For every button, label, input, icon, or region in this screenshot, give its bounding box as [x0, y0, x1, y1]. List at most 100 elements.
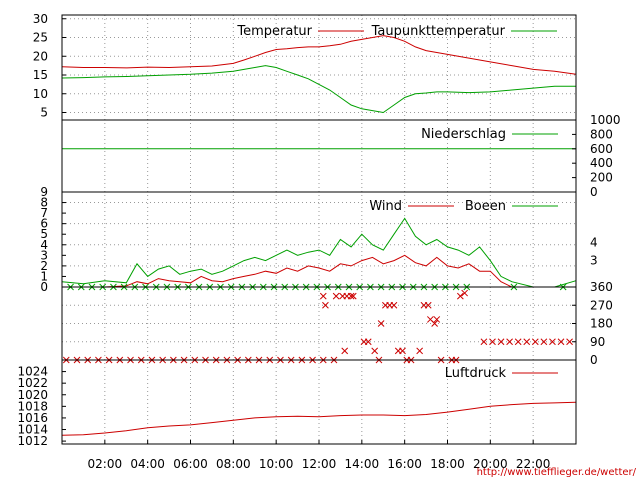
wind_direction-point — [364, 338, 372, 346]
wind_direction-point-stroke — [341, 347, 349, 355]
wind-y-tick-label: 2 — [40, 259, 48, 273]
wind_direction-point-stroke — [506, 338, 513, 346]
wind-y-tick-label: 8 — [40, 196, 48, 210]
wind_direction-point — [349, 292, 357, 300]
wind_direction-point-stroke — [523, 338, 531, 346]
wind-legend-label: Boeen — [465, 199, 506, 214]
wind_direction-point-stroke — [549, 338, 556, 346]
wind-y-tick-label: 3 — [40, 248, 48, 262]
wind_direction-point-stroke — [319, 292, 327, 300]
temperature-y-tick-label: 30 — [33, 12, 48, 26]
wind_direction-point — [461, 289, 468, 297]
wind_direction-point — [431, 320, 439, 327]
wind_direction-point-stroke — [531, 338, 539, 346]
wind_direction-point — [390, 301, 398, 309]
wind_direction-point — [371, 347, 379, 355]
pressure-y-tick-label: 1016 — [17, 411, 48, 425]
wind_direction-point — [566, 338, 573, 346]
temperature-legend-label: Taupunkttemperatur — [371, 24, 506, 39]
wind_direction-point-stroke — [347, 292, 355, 300]
precipitation-y2-tick-label: 400 — [590, 156, 613, 170]
x-tick-label: 04:00 — [130, 457, 165, 471]
temperature-series-taupunkttemperatur — [61, 65, 576, 114]
wind_direction-point — [506, 338, 513, 346]
wind_direction-point — [424, 301, 432, 309]
wind_direction-y2-tick-label: 180 — [590, 317, 613, 331]
x-tick-label: 18:00 — [430, 457, 465, 471]
precipitation-y2-tick-label: 1000 — [590, 113, 621, 127]
wind-y-tick-label: 9 — [40, 185, 48, 199]
wind_direction-point-stroke — [349, 292, 357, 300]
wind_direction-point — [549, 338, 556, 346]
wind_direction-point — [322, 301, 329, 309]
x-tick-label: 10:00 — [259, 457, 294, 471]
pressure-y-tick-label: 1014 — [17, 423, 48, 437]
temperature-series-temperatur — [61, 35, 577, 75]
temperature-y-tick-label: 5 — [40, 106, 48, 120]
wind_direction-point — [377, 320, 385, 327]
x-tick-label: 02:00 — [88, 457, 123, 471]
wind-legend-label: Wind — [369, 199, 402, 214]
x-tick-label: 08:00 — [216, 457, 251, 471]
precipitation-y2-tick-label: 600 — [590, 142, 613, 156]
wind_direction-point — [341, 347, 349, 355]
wind_direction-point-stroke — [514, 338, 522, 346]
grid-layer — [62, 15, 576, 444]
wind_direction-point-stroke — [416, 347, 424, 355]
axes-layer — [61, 14, 577, 445]
wind_direction-point-stroke — [461, 289, 468, 297]
wind_direction-y2-tick-label: 270 — [590, 298, 613, 312]
wind_direction-point-stroke — [489, 338, 496, 346]
wind-y-tick-label: 4 — [40, 238, 48, 252]
x-tick-label: 20:00 — [473, 457, 508, 471]
wind_direction-point-stroke — [390, 301, 398, 309]
wind_direction-y2-tick-label: 90 — [590, 335, 605, 349]
wind_direction-y2-tick-label: 0 — [590, 353, 598, 367]
wind_direction-point — [456, 292, 464, 300]
pressure-series-luftdruck — [61, 401, 577, 436]
x-tick-label: 16:00 — [387, 457, 422, 471]
wind_direction-point — [319, 292, 327, 300]
wind_direction-point-stroke — [540, 338, 548, 346]
temperature-y-tick-label: 25 — [33, 31, 48, 45]
wind_direction-point — [433, 316, 441, 323]
wind-y-tick-label: 0 — [40, 280, 48, 294]
temperature-y-tick-label: 10 — [33, 87, 48, 101]
wind-y2-tick-label: 3 — [590, 254, 598, 268]
wind_direction-point — [523, 338, 531, 346]
wind_direction-point — [480, 338, 488, 346]
wind_direction-point-stroke — [433, 316, 441, 323]
pressure-y-tick-label: 1018 — [17, 399, 48, 413]
pressure-y-tick-label: 1020 — [17, 388, 48, 402]
wind_direction-point-stroke — [456, 292, 464, 300]
source-url[interactable]: http://www.tiefflieger.de/wetter/ — [477, 467, 637, 478]
x-tick-label: 14:00 — [345, 457, 380, 471]
wind_direction-point-stroke — [480, 338, 488, 346]
pressure-legend-label: Luftdruck — [445, 366, 507, 381]
wind_direction-point-stroke — [557, 338, 565, 346]
x-tick-label: 12:00 — [302, 457, 337, 471]
x-tick-label: 22:00 — [516, 457, 551, 471]
pressure-y-tick-label: 1022 — [17, 376, 48, 390]
wind-y-tick-label: 7 — [40, 206, 48, 220]
wind_direction-point-stroke — [427, 316, 434, 323]
wind_direction-point — [416, 347, 424, 355]
precipitation-y2-tick-label: 200 — [590, 171, 613, 185]
text-layer: 5101520253002004006008001000012345678943… — [17, 12, 620, 471]
precipitation-y2-tick-label: 800 — [590, 127, 613, 141]
wind_direction-point-stroke — [424, 301, 432, 309]
wind_direction-point — [514, 338, 522, 346]
wind_direction-point-stroke — [399, 347, 406, 355]
wind_direction-point-stroke — [431, 320, 439, 327]
pressure-y-tick-label: 1012 — [17, 434, 48, 448]
wind_direction-point — [497, 338, 505, 346]
precipitation-legend-label: Niederschlag — [421, 127, 506, 142]
temperature-legend-label: Temperatur — [236, 24, 312, 39]
temperature-y-tick-label: 15 — [33, 68, 48, 82]
wind_direction-point-stroke — [364, 338, 372, 346]
wind_direction-point — [399, 347, 406, 355]
wind_direction-point — [540, 338, 548, 346]
wind-y2-tick-label: 4 — [590, 236, 598, 250]
